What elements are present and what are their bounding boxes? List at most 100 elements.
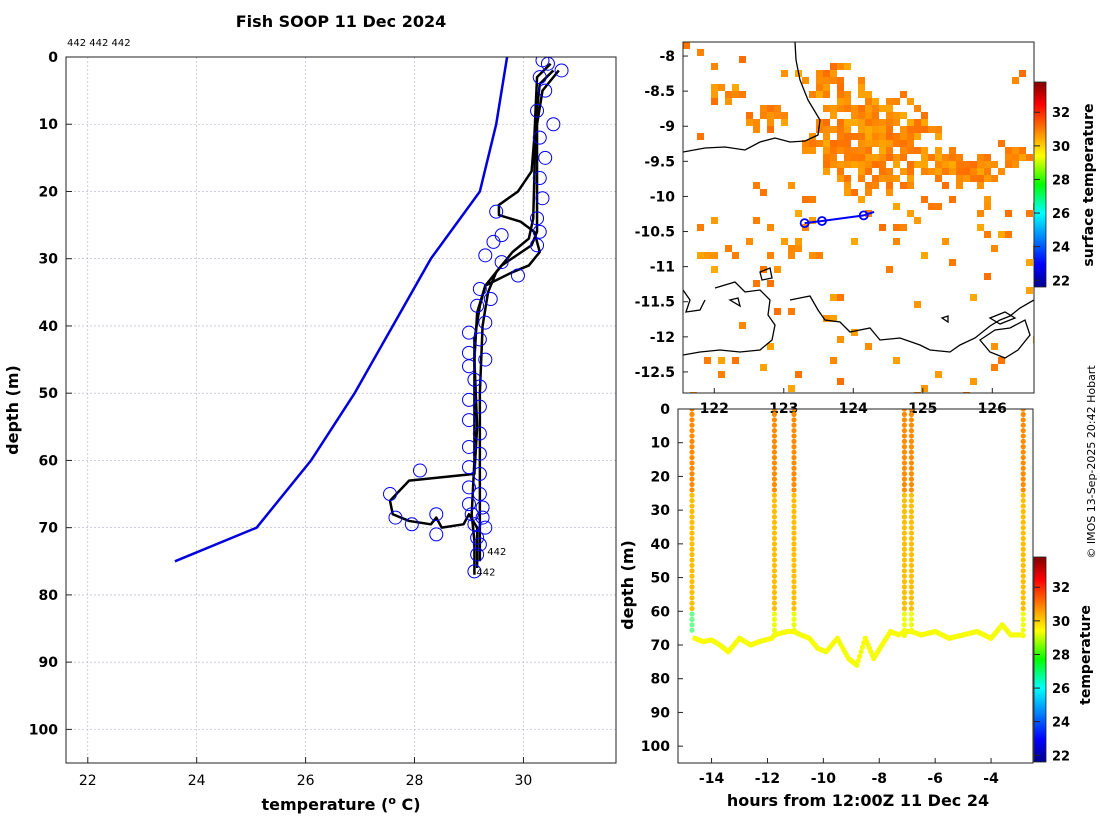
depth-time-dot bbox=[791, 449, 797, 455]
depth-time-dot bbox=[771, 422, 778, 428]
sst-cell bbox=[879, 119, 886, 126]
depth-time-dot bbox=[1020, 433, 1026, 439]
depth-time-dot bbox=[689, 579, 695, 585]
depth-time-dot bbox=[901, 444, 908, 450]
sst-cell bbox=[844, 147, 851, 154]
sst-cell bbox=[760, 105, 767, 112]
sst-cell bbox=[977, 182, 984, 189]
profile-ylabel: depth (m) bbox=[3, 365, 22, 455]
sst-cell bbox=[823, 133, 830, 140]
sst-cell bbox=[823, 140, 830, 147]
sst-cell bbox=[844, 140, 851, 147]
depth-time-dot bbox=[901, 487, 908, 493]
depth-time-dot bbox=[771, 562, 778, 569]
depth-time-dot bbox=[791, 454, 797, 461]
depth-time-dot bbox=[1020, 530, 1026, 536]
depth-time-dot bbox=[791, 471, 797, 477]
depth-time-dot bbox=[1020, 595, 1026, 601]
y-tick-label: 40 bbox=[39, 319, 59, 335]
cast-marker bbox=[483, 292, 498, 307]
sst-cell bbox=[1012, 161, 1019, 168]
sst-cell bbox=[704, 357, 711, 364]
sst-cell bbox=[963, 175, 970, 182]
depth-time-dot bbox=[771, 552, 778, 558]
depth-time-dot bbox=[901, 481, 908, 488]
depth-time-dot bbox=[771, 616, 778, 622]
cast-marker bbox=[461, 439, 476, 454]
sst-cell bbox=[886, 133, 893, 140]
hour-tick-label: -10 bbox=[811, 771, 837, 787]
sst-cell bbox=[767, 343, 774, 350]
depth-time-dot bbox=[901, 492, 908, 498]
sst-cell bbox=[949, 259, 956, 266]
sst-cell bbox=[893, 224, 900, 231]
sst-cell bbox=[907, 119, 914, 126]
sst-cell bbox=[809, 217, 816, 224]
sst-cell bbox=[830, 147, 837, 154]
cast-marker bbox=[530, 211, 545, 226]
sst-cell bbox=[914, 105, 921, 112]
depth-time-dot bbox=[791, 552, 797, 558]
sst-cell bbox=[872, 161, 879, 168]
depth-time-dot bbox=[689, 541, 695, 547]
depth-time-dot bbox=[908, 595, 915, 601]
sst-cell bbox=[816, 252, 823, 259]
sst-cell bbox=[935, 371, 942, 378]
sst-cell bbox=[872, 133, 879, 140]
depth-time-dot bbox=[791, 535, 797, 542]
sst-cell bbox=[830, 140, 837, 147]
depth-time-dot bbox=[791, 411, 797, 417]
depth-time-dot bbox=[901, 584, 908, 590]
y-tick-label: 90 bbox=[39, 655, 59, 671]
depth-time-dot bbox=[771, 514, 778, 520]
sst-cell bbox=[830, 105, 837, 112]
sst-cell bbox=[991, 364, 998, 371]
sst-cell bbox=[837, 294, 844, 301]
sst-cell bbox=[949, 168, 956, 175]
depth-time-dot bbox=[791, 519, 797, 525]
sst-cell bbox=[809, 196, 816, 203]
depth-time-dot bbox=[771, 465, 778, 471]
depth-time-dot bbox=[771, 481, 778, 488]
depth-time-dot bbox=[689, 471, 695, 477]
cast-marker bbox=[472, 379, 487, 394]
depth-time-dot bbox=[1020, 498, 1026, 504]
sst-cell bbox=[683, 42, 690, 49]
depth-time-dot bbox=[771, 519, 778, 525]
depth-time-colorbar-gradient bbox=[1033, 556, 1047, 763]
y-tick-label: 50 bbox=[39, 386, 59, 402]
sst-cell bbox=[823, 77, 830, 84]
cast-marker bbox=[494, 228, 509, 243]
sst-cell bbox=[886, 126, 893, 133]
y-tick-label: 80 bbox=[39, 588, 59, 604]
depth-time-dot bbox=[1020, 579, 1026, 585]
depth-time-dot bbox=[1020, 562, 1026, 569]
cast-marker bbox=[510, 268, 525, 283]
depth-time-dot bbox=[901, 557, 908, 563]
sst-cell bbox=[886, 189, 893, 196]
cast-marker bbox=[464, 507, 479, 522]
sst-cell bbox=[837, 133, 844, 140]
profile-grid bbox=[66, 56, 616, 763]
sst-cell bbox=[760, 189, 767, 196]
profile-plot-frame bbox=[65, 56, 617, 764]
depth-time-dot bbox=[908, 417, 915, 423]
sst-cell bbox=[1026, 259, 1033, 266]
sst-cell bbox=[830, 77, 837, 84]
depth-time-dot bbox=[791, 611, 797, 617]
depth-time-dot bbox=[1020, 605, 1026, 612]
sst-cell bbox=[823, 168, 830, 175]
sst-cell bbox=[928, 154, 935, 161]
sst-cell bbox=[886, 266, 893, 273]
depth-time-dot bbox=[771, 438, 778, 444]
depth-time-dot bbox=[1020, 589, 1026, 596]
sst-cell bbox=[900, 224, 907, 231]
depth-time-dot bbox=[771, 541, 778, 547]
depth-time-dot bbox=[771, 411, 778, 417]
sst-cell bbox=[928, 126, 935, 133]
depth-time-dot bbox=[908, 568, 915, 574]
depth-time-dot bbox=[771, 535, 778, 542]
depth-time-dot bbox=[689, 438, 695, 444]
sst-cell bbox=[907, 210, 914, 217]
depth-time-dot bbox=[791, 562, 797, 569]
